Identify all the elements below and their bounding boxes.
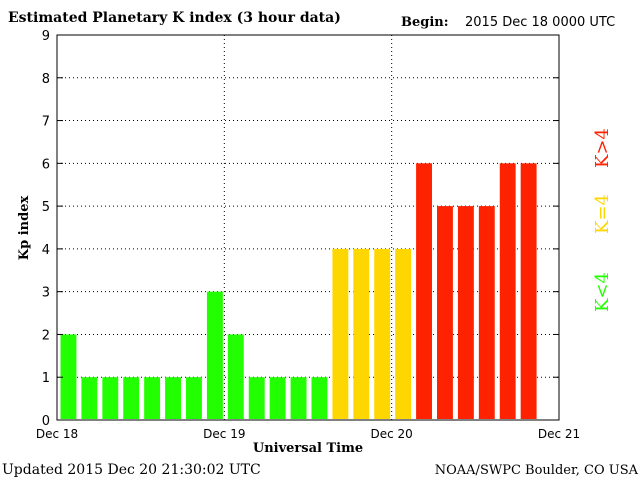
kp-bar (248, 377, 265, 419)
kp-bar (81, 377, 98, 419)
y-tick-label: 3 (42, 286, 50, 301)
kp-bar (186, 377, 202, 419)
y-axis-ticks: 0 1 2 3 4 5 6 7 8 9 (42, 29, 559, 429)
grid-lines (57, 35, 559, 420)
y-tick-label: 1 (42, 371, 50, 386)
begin-value: 2015 Dec 18 0000 UTC (465, 15, 615, 30)
begin-label: Begin: (401, 15, 449, 30)
y-tick-label: 0 (42, 414, 50, 429)
x-axis-ticks: Dec 18 Dec 19 Dec 20 Dec 21 (36, 427, 580, 441)
legend-high: K>4 (592, 128, 613, 168)
kp-bar (102, 377, 119, 419)
y-tick-label: 8 (42, 72, 50, 87)
y-tick-label: 5 (42, 200, 50, 215)
x-tick-label: Dec 20 (371, 427, 413, 441)
kp-bar (478, 206, 495, 419)
kp-bar (416, 163, 432, 419)
kp-bar (332, 248, 349, 419)
y-tick-label: 7 (42, 115, 50, 130)
x-tick-label: Dec 19 (203, 427, 245, 441)
kp-bar (206, 291, 223, 419)
legend-low: K<4 (592, 272, 613, 312)
chart-title: Estimated Planetary K index (3 hour data… (8, 10, 341, 26)
kp-bar (60, 334, 77, 419)
y-axis-label: Kp index (17, 196, 32, 261)
y-tick-label: 2 (42, 328, 50, 343)
y-tick-label: 4 (42, 243, 50, 258)
kp-bar (123, 377, 140, 419)
x-tick-label: Dec 21 (538, 427, 580, 441)
kp-bar (290, 377, 307, 419)
legend-mid: K=4 (592, 194, 613, 234)
x-tick-label: Dec 18 (36, 427, 78, 441)
y-tick-label: 9 (42, 29, 50, 44)
x-axis-label: Universal Time (253, 441, 363, 456)
source-credit: NOAA/SWPC Boulder, CO USA (435, 463, 639, 478)
kp-bar (353, 248, 370, 419)
kp-bar (437, 206, 453, 419)
kp-bar (374, 248, 391, 419)
kp-bar (144, 377, 161, 419)
kp-bar (311, 377, 328, 419)
kp-bar (499, 163, 516, 419)
kp-bar (227, 334, 244, 419)
kp-bar (457, 206, 474, 419)
updated-timestamp: Updated 2015 Dec 20 21:30:02 UTC (2, 462, 261, 478)
kp-bar (165, 377, 181, 419)
bars-group (60, 163, 537, 419)
kp-bar (395, 248, 412, 419)
kp-bar (269, 377, 286, 419)
plot-frame (56, 34, 560, 421)
kp-bar (520, 163, 537, 419)
y-tick-label: 6 (42, 157, 50, 172)
